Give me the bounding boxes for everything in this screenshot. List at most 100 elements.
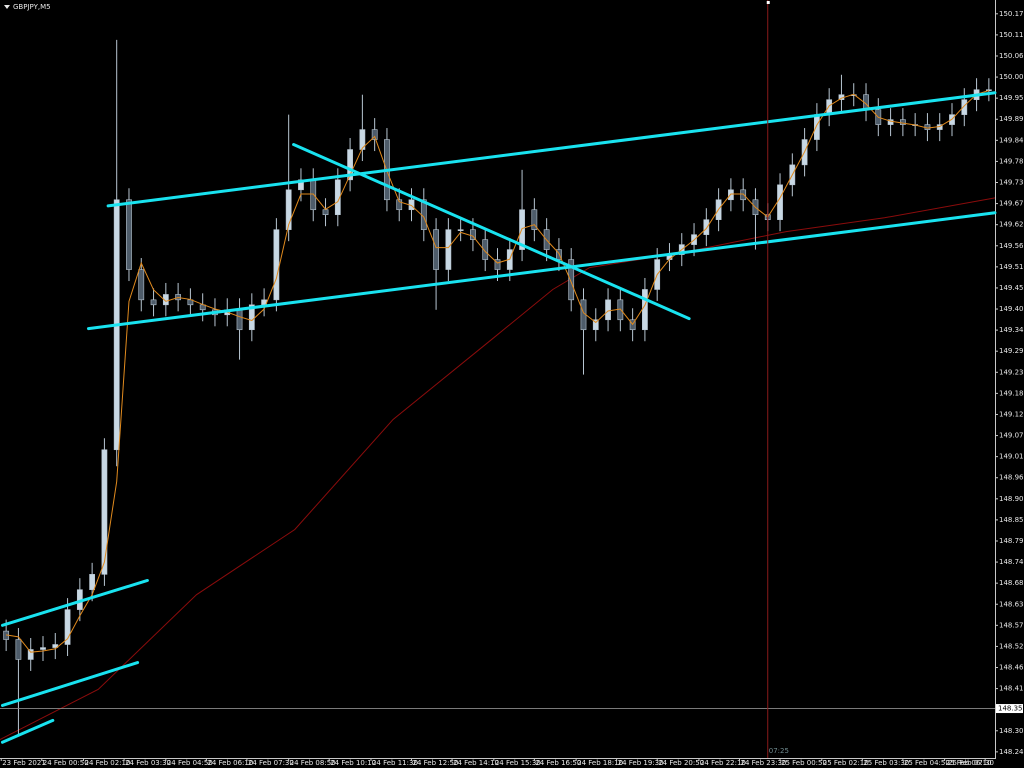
- candle-body: [322, 209, 329, 216]
- x-tick-label: 25 Feb 04:50: [904, 759, 950, 767]
- moving-average: [6, 90, 990, 653]
- x-tick-label: 24 Feb 10:10: [330, 759, 376, 767]
- y-tick-label: 149.235: [999, 368, 1024, 376]
- candle-body: [162, 294, 169, 306]
- y-tick-label: 149.125: [999, 410, 1024, 418]
- x-tick-label: 24 Feb 23:30: [740, 759, 786, 767]
- y-tick-label: 148.795: [999, 537, 1024, 545]
- x-tick-label: 24 Feb 18:10: [577, 759, 623, 767]
- candle-body: [101, 449, 108, 575]
- x-tick-label: 24 Feb 07:30: [248, 759, 294, 767]
- candle-body: [27, 649, 34, 660]
- x-tick-label: 25 Feb 06:10: [946, 759, 992, 767]
- y-tick-label: 149.455: [999, 284, 1024, 292]
- y-tick-label: 149.620: [999, 221, 1024, 229]
- candle-body: [642, 289, 648, 331]
- x-tick-label: 24 Feb 04:50: [167, 759, 213, 767]
- candle-body: [248, 304, 255, 331]
- candle-body: [703, 219, 710, 235]
- y-tick-label: 148.850: [999, 516, 1024, 524]
- candle-body: [64, 609, 71, 645]
- candle-body: [482, 239, 489, 260]
- x-tick-label: 24 Feb 02:10: [85, 759, 131, 767]
- x-tick-label: 24 Feb 12:50: [413, 759, 459, 767]
- symbol-menu-icon[interactable]: [4, 5, 10, 9]
- x-tick-label: 24 Feb 16:50: [535, 759, 581, 767]
- candle-body: [273, 229, 280, 301]
- y-tick-label: 150.005: [999, 73, 1024, 81]
- candle-body: [457, 229, 464, 231]
- y-tick-label: 149.950: [999, 94, 1024, 102]
- y-tick-label: 149.070: [999, 432, 1024, 440]
- candle-body: [470, 229, 476, 240]
- y-tick-label: 149.785: [999, 157, 1024, 165]
- candle-body: [285, 189, 292, 230]
- candle-body: [592, 319, 599, 331]
- x-tick-label: 25 Feb 07:30: [948, 759, 994, 767]
- candle-body: [126, 199, 132, 270]
- y-tick-label: 148.520: [999, 642, 1024, 650]
- y-tick-label: 149.345: [999, 326, 1024, 334]
- y-tick-label: 148.410: [999, 685, 1024, 693]
- x-tick-label: 25 Feb 00:50: [781, 759, 827, 767]
- trendline: [292, 143, 691, 321]
- x-tick-label: 24 Feb 19:30: [618, 759, 664, 767]
- candle-body: [740, 189, 747, 201]
- y-tick-label: 149.895: [999, 115, 1024, 123]
- y-tick-label: 149.840: [999, 136, 1024, 144]
- cursor-time-label: 07:25: [769, 747, 789, 755]
- candle-body: [887, 119, 894, 125]
- current-price-box: [996, 704, 1023, 714]
- y-tick-label: 148.465: [999, 664, 1024, 672]
- chart-title: GBPJPY,M5: [13, 3, 51, 11]
- y-tick-label: 148.300: [999, 727, 1024, 735]
- candle-body: [396, 199, 403, 211]
- y-tick-label: 149.510: [999, 263, 1024, 271]
- moving-average: [0, 197, 996, 741]
- y-tick-label: 149.675: [999, 200, 1024, 208]
- candle-body: [899, 119, 906, 125]
- candle-body: [138, 269, 145, 301]
- x-tick-label: 24 Feb 22:10: [700, 759, 746, 767]
- x-tick-label: 24 Feb 14:10: [453, 759, 499, 767]
- candle-body: [89, 574, 96, 590]
- candle-body: [150, 299, 157, 306]
- y-tick-label: 149.015: [999, 453, 1024, 461]
- x-tick-label: 25 Feb 03:30: [863, 759, 909, 767]
- x-tick-label: 25 Feb 02:10: [823, 759, 869, 767]
- y-tick-label: 149.565: [999, 242, 1024, 250]
- candle-body: [568, 259, 575, 301]
- y-tick-label: 148.905: [999, 495, 1024, 503]
- trendline: [0, 661, 140, 707]
- x-tick-label: 24 Feb 15:30: [495, 759, 541, 767]
- cursor-marker: [766, 1, 770, 4]
- candle-body: [445, 229, 452, 270]
- candle-body: [531, 209, 538, 230]
- y-tick-label: 148.685: [999, 579, 1024, 587]
- x-tick-label: 24 Feb 11:30: [372, 759, 418, 767]
- trendline: [0, 718, 55, 744]
- candle-body: [371, 129, 378, 140]
- y-tick-label: 149.290: [999, 347, 1024, 355]
- candle-body: [40, 647, 46, 650]
- candle-body: [814, 114, 820, 140]
- x-tick-label: 24 Feb 20:50: [658, 759, 704, 767]
- x-tick-label: 24 Feb 06:10: [207, 759, 253, 767]
- y-tick-label: 148.960: [999, 474, 1024, 482]
- candle-body: [359, 129, 366, 150]
- y-tick-label: 148.245: [999, 748, 1024, 756]
- candle-body: [777, 184, 783, 220]
- y-tick-label: 149.400: [999, 305, 1024, 313]
- candle-body: [433, 229, 439, 270]
- candle-body: [961, 99, 968, 115]
- candle-body: [236, 309, 243, 331]
- trendline: [106, 91, 997, 208]
- plot: [0, 39, 997, 744]
- candle-body: [334, 179, 341, 216]
- candle-body: [347, 149, 353, 181]
- y-tick-label: 150.115: [999, 31, 1024, 39]
- y-tick-label: 149.180: [999, 389, 1024, 397]
- y-tick-label: 148.740: [999, 558, 1024, 566]
